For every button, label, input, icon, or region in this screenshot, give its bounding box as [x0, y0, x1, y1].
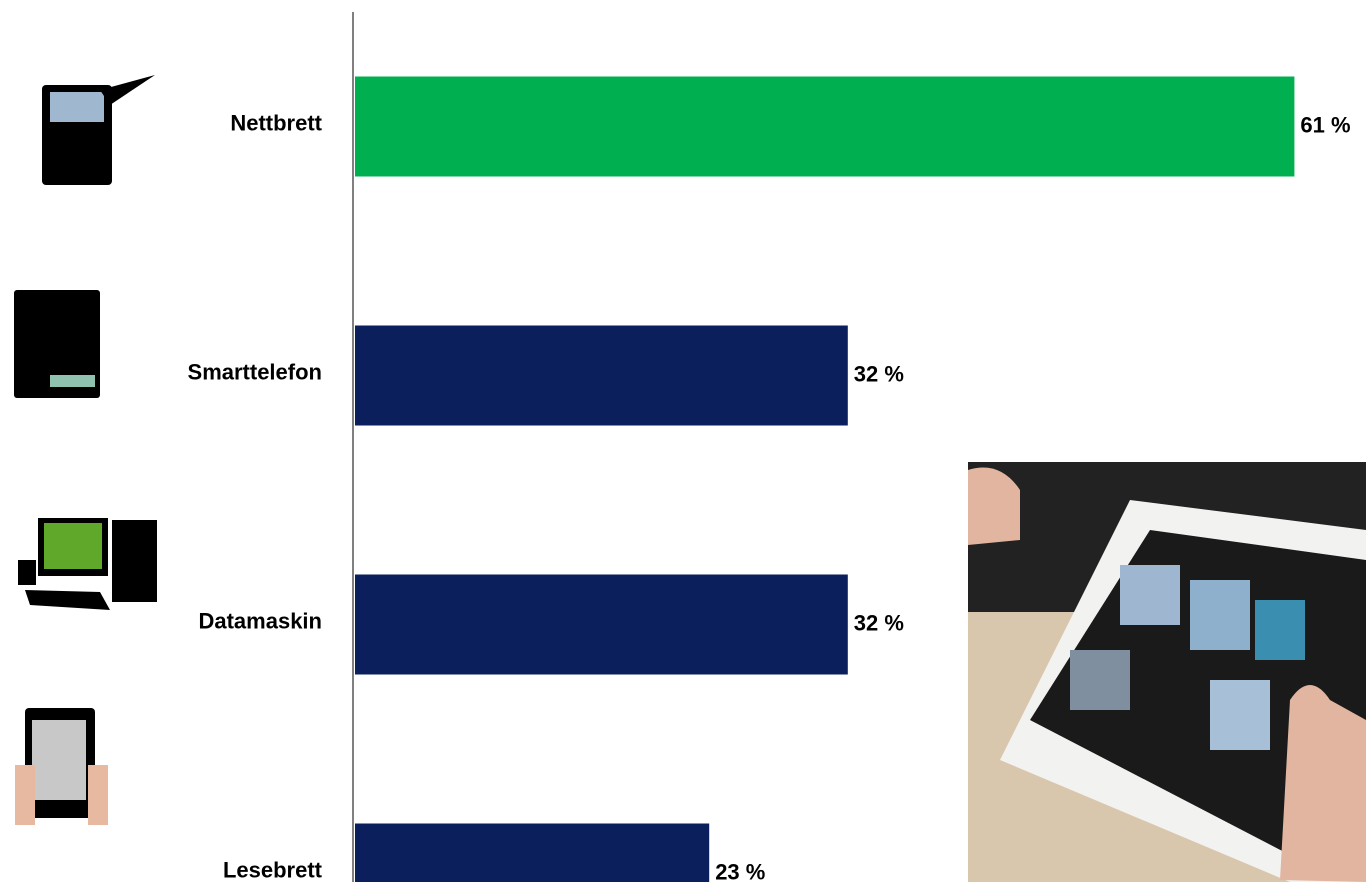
category-label: Datamaskin: [198, 608, 322, 633]
value-label: 32 %: [854, 610, 904, 635]
photo: [968, 462, 1366, 882]
category-label: Lesebrett: [223, 857, 323, 882]
ereader-icon: [15, 708, 108, 825]
category-label: Smarttelefon: [188, 359, 322, 384]
value-label: 23 %: [715, 859, 765, 882]
bar: [355, 823, 710, 882]
value-label: 61 %: [1300, 112, 1350, 137]
category-label: Nettbrett: [230, 110, 322, 135]
computer-icon: [18, 518, 157, 610]
bar: [355, 76, 1295, 177]
bar: [355, 574, 848, 675]
phone-icon: [14, 290, 100, 398]
bar: [355, 325, 848, 426]
value-label: 32 %: [854, 361, 904, 386]
tablet-icon: [42, 75, 155, 185]
